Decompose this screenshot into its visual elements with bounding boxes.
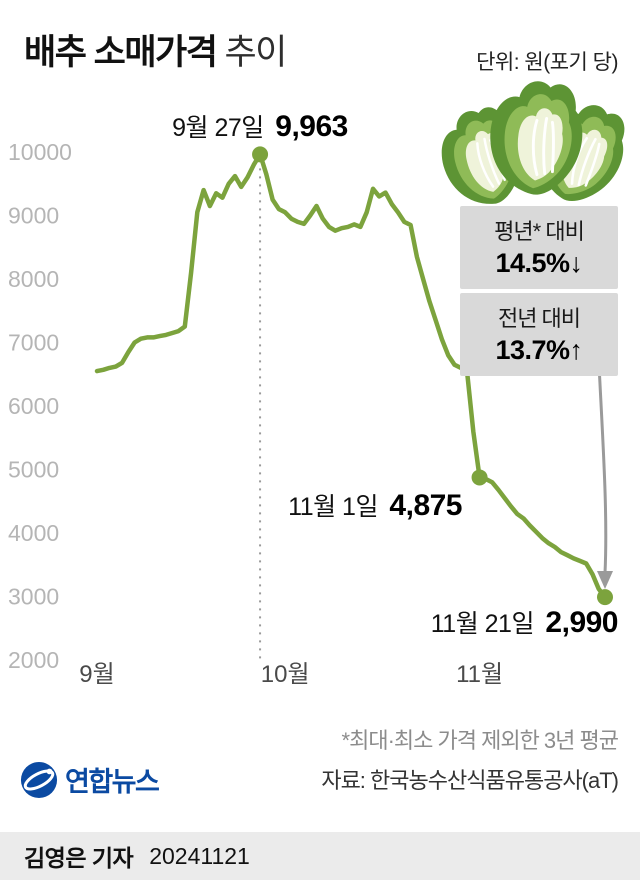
svg-text:10월: 10월 bbox=[261, 661, 310, 688]
svg-text:8000: 8000 bbox=[8, 266, 59, 292]
svg-text:4000: 4000 bbox=[8, 520, 59, 546]
annotation-mid-date: 11월 1일 bbox=[288, 493, 378, 521]
unit-label: 단위: 원(포기 당) bbox=[476, 51, 618, 74]
annotation-peak-date: 9월 27일 bbox=[172, 114, 264, 142]
page-title-bold: 배추 소매가격 bbox=[24, 33, 218, 72]
annotation-peak-value: 9,963 bbox=[275, 110, 348, 143]
svg-text:10000: 10000 bbox=[8, 139, 72, 165]
reporter-name: 김영은 기자 bbox=[24, 845, 134, 871]
byline-bar: 김영은 기자 20241121 bbox=[0, 832, 640, 880]
annotation-end-value: 2,990 bbox=[545, 606, 618, 639]
stat-vs-average-value: 14.5%↓ bbox=[495, 248, 583, 278]
cabbage-illustration bbox=[435, 79, 635, 218]
comparison-stats-box: 평년* 대비 14.5%↓ 전년 대비 13.7%↑ bbox=[460, 206, 618, 376]
annotation-end: 11월 21일 2,990 bbox=[430, 604, 619, 640]
svg-text:7000: 7000 bbox=[8, 330, 59, 356]
svg-text:3000: 3000 bbox=[8, 584, 59, 610]
byline-date: 20241121 bbox=[149, 842, 250, 869]
arrowhead-icon bbox=[597, 571, 613, 589]
arrow-to-endpoint bbox=[596, 343, 608, 574]
price-line-chart: 10000 9000 8000 7000 6000 5000 4000 3000 2000 9월 1… bbox=[8, 139, 613, 688]
svg-text:6000: 6000 bbox=[8, 393, 59, 419]
chart-plot-area: 10000 9000 8000 7000 6000 5000 4000 3000 2000 9월 1… bbox=[8, 139, 613, 688]
annotation-end-date: 11월 21일 bbox=[430, 610, 535, 638]
yonhap-logo: 연합뉴스 bbox=[20, 760, 160, 799]
page-title-light: 추이 bbox=[224, 33, 287, 72]
yonhap-logo-icon bbox=[20, 761, 58, 798]
stat-vs-lastyear: 전년 대비 13.7%↑ bbox=[460, 293, 618, 376]
stat-vs-average: 평년* 대비 14.5%↓ bbox=[460, 206, 618, 289]
annotation-mid: 11월 1일 4,875 bbox=[288, 487, 462, 523]
svg-text:9000: 9000 bbox=[8, 203, 59, 229]
svg-text:11월: 11월 bbox=[456, 661, 503, 688]
annotation-mid-value: 4,875 bbox=[389, 489, 462, 522]
svg-text:9월: 9월 bbox=[79, 661, 114, 688]
yonhap-logo-text: 연합뉴스 bbox=[65, 767, 160, 797]
svg-text:5000: 5000 bbox=[8, 457, 59, 483]
stat-vs-lastyear-value: 13.7%↑ bbox=[495, 335, 583, 365]
page-title: 배추 소매가격 추이 bbox=[24, 24, 287, 75]
footnote-average-definition: *최대·최소 가격 제외한 3년 평균 bbox=[341, 728, 619, 753]
stat-vs-average-label: 평년* 대비 bbox=[494, 219, 585, 244]
data-source: 자료: 한국농수산식품유통공사(aT) bbox=[321, 768, 619, 793]
annotation-peak: 9월 27일 9,963 bbox=[110, 108, 410, 144]
svg-text:2000: 2000 bbox=[8, 647, 59, 673]
stat-vs-lastyear-label: 전년 대비 bbox=[497, 306, 581, 331]
